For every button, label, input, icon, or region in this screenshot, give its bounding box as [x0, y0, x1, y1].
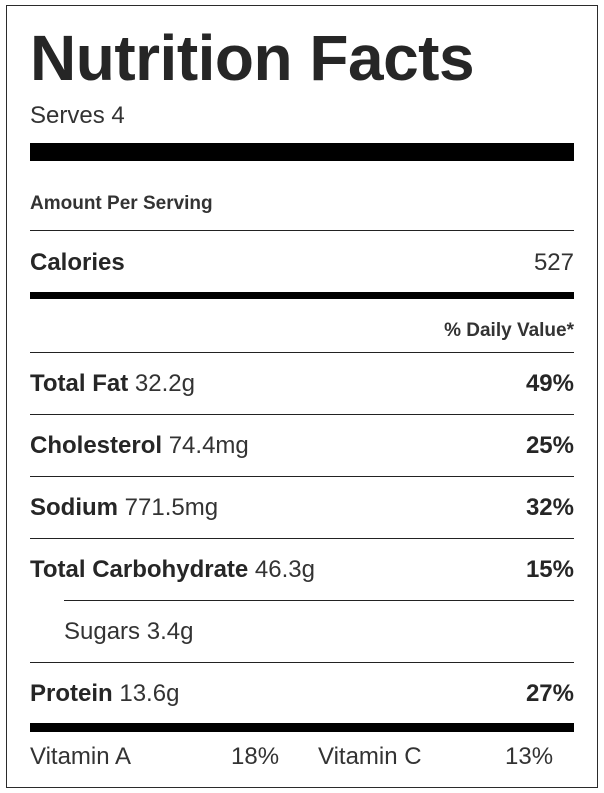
- divider: [30, 476, 574, 477]
- label-content: Nutrition Facts Serves 4 Amount Per Serv…: [30, 6, 574, 787]
- nutrient-amount: 46.3g: [254, 556, 315, 583]
- nutrient-row-total-carbohydrate: Total Carbohydrate 46.3g 15%: [30, 540, 574, 600]
- nutrient-percent: 49%: [525, 370, 574, 397]
- nutrient-row-sodium: Sodium 771.5mg 32%: [30, 478, 574, 538]
- divider: [30, 538, 574, 539]
- sugars-label: Sugars: [64, 618, 141, 645]
- nutrition-facts-label: Nutrition Facts Serves 4 Amount Per Serv…: [6, 5, 598, 788]
- vitamin-a-label: Vitamin A: [30, 743, 131, 770]
- vitamin-c-label: Vitamin C: [318, 743, 422, 770]
- calories-value: 527: [533, 249, 574, 276]
- label-title: Nutrition Facts: [30, 22, 475, 94]
- protein-row: Protein 13.6g 27%: [30, 664, 574, 724]
- nutrient-label: Sodium: [30, 494, 118, 521]
- daily-value-header: % Daily Value*: [444, 320, 574, 341]
- vitamin-c-percent: 13%: [505, 743, 554, 770]
- protein-percent: 27%: [525, 680, 574, 707]
- vitamin-a-percent: 18%: [231, 743, 280, 770]
- thick-divider: [30, 143, 574, 161]
- servings: Serves 4: [30, 102, 125, 129]
- nutrient-label: Total Carbohydrate: [30, 556, 249, 583]
- divider: [30, 352, 574, 353]
- calories-row: Calories 527: [30, 233, 574, 293]
- thick-divider: [30, 723, 574, 732]
- nutrient-percent: 32%: [525, 494, 574, 521]
- sugars-amount: 3.4g: [146, 618, 194, 645]
- amount-per-serving-header: Amount Per Serving: [30, 193, 213, 214]
- protein-label: Protein: [30, 680, 113, 707]
- nutrient-row-total-fat: Total Fat 32.2g 49%: [30, 354, 574, 414]
- nutrient-row-cholesterol: Cholesterol 74.4mg 25%: [30, 416, 574, 476]
- indented-divider: [64, 600, 574, 601]
- nutrient-amount: 771.5mg: [124, 494, 219, 521]
- nutrient-label: Total Fat: [30, 370, 129, 397]
- nutrient-amount: 32.2g: [134, 370, 195, 397]
- protein-amount: 13.6g: [119, 680, 180, 707]
- nutrient-label: Cholesterol: [30, 432, 163, 459]
- nutrient-amount: 74.4mg: [168, 432, 249, 459]
- divider: [30, 662, 574, 663]
- medium-divider: [30, 292, 574, 299]
- calories-label: Calories: [30, 249, 125, 276]
- divider: [30, 414, 574, 415]
- divider: [30, 230, 574, 231]
- sugars-row: Sugars 3.4g: [64, 602, 574, 662]
- nutrient-percent: 15%: [525, 556, 574, 583]
- nutrient-percent: 25%: [525, 432, 574, 459]
